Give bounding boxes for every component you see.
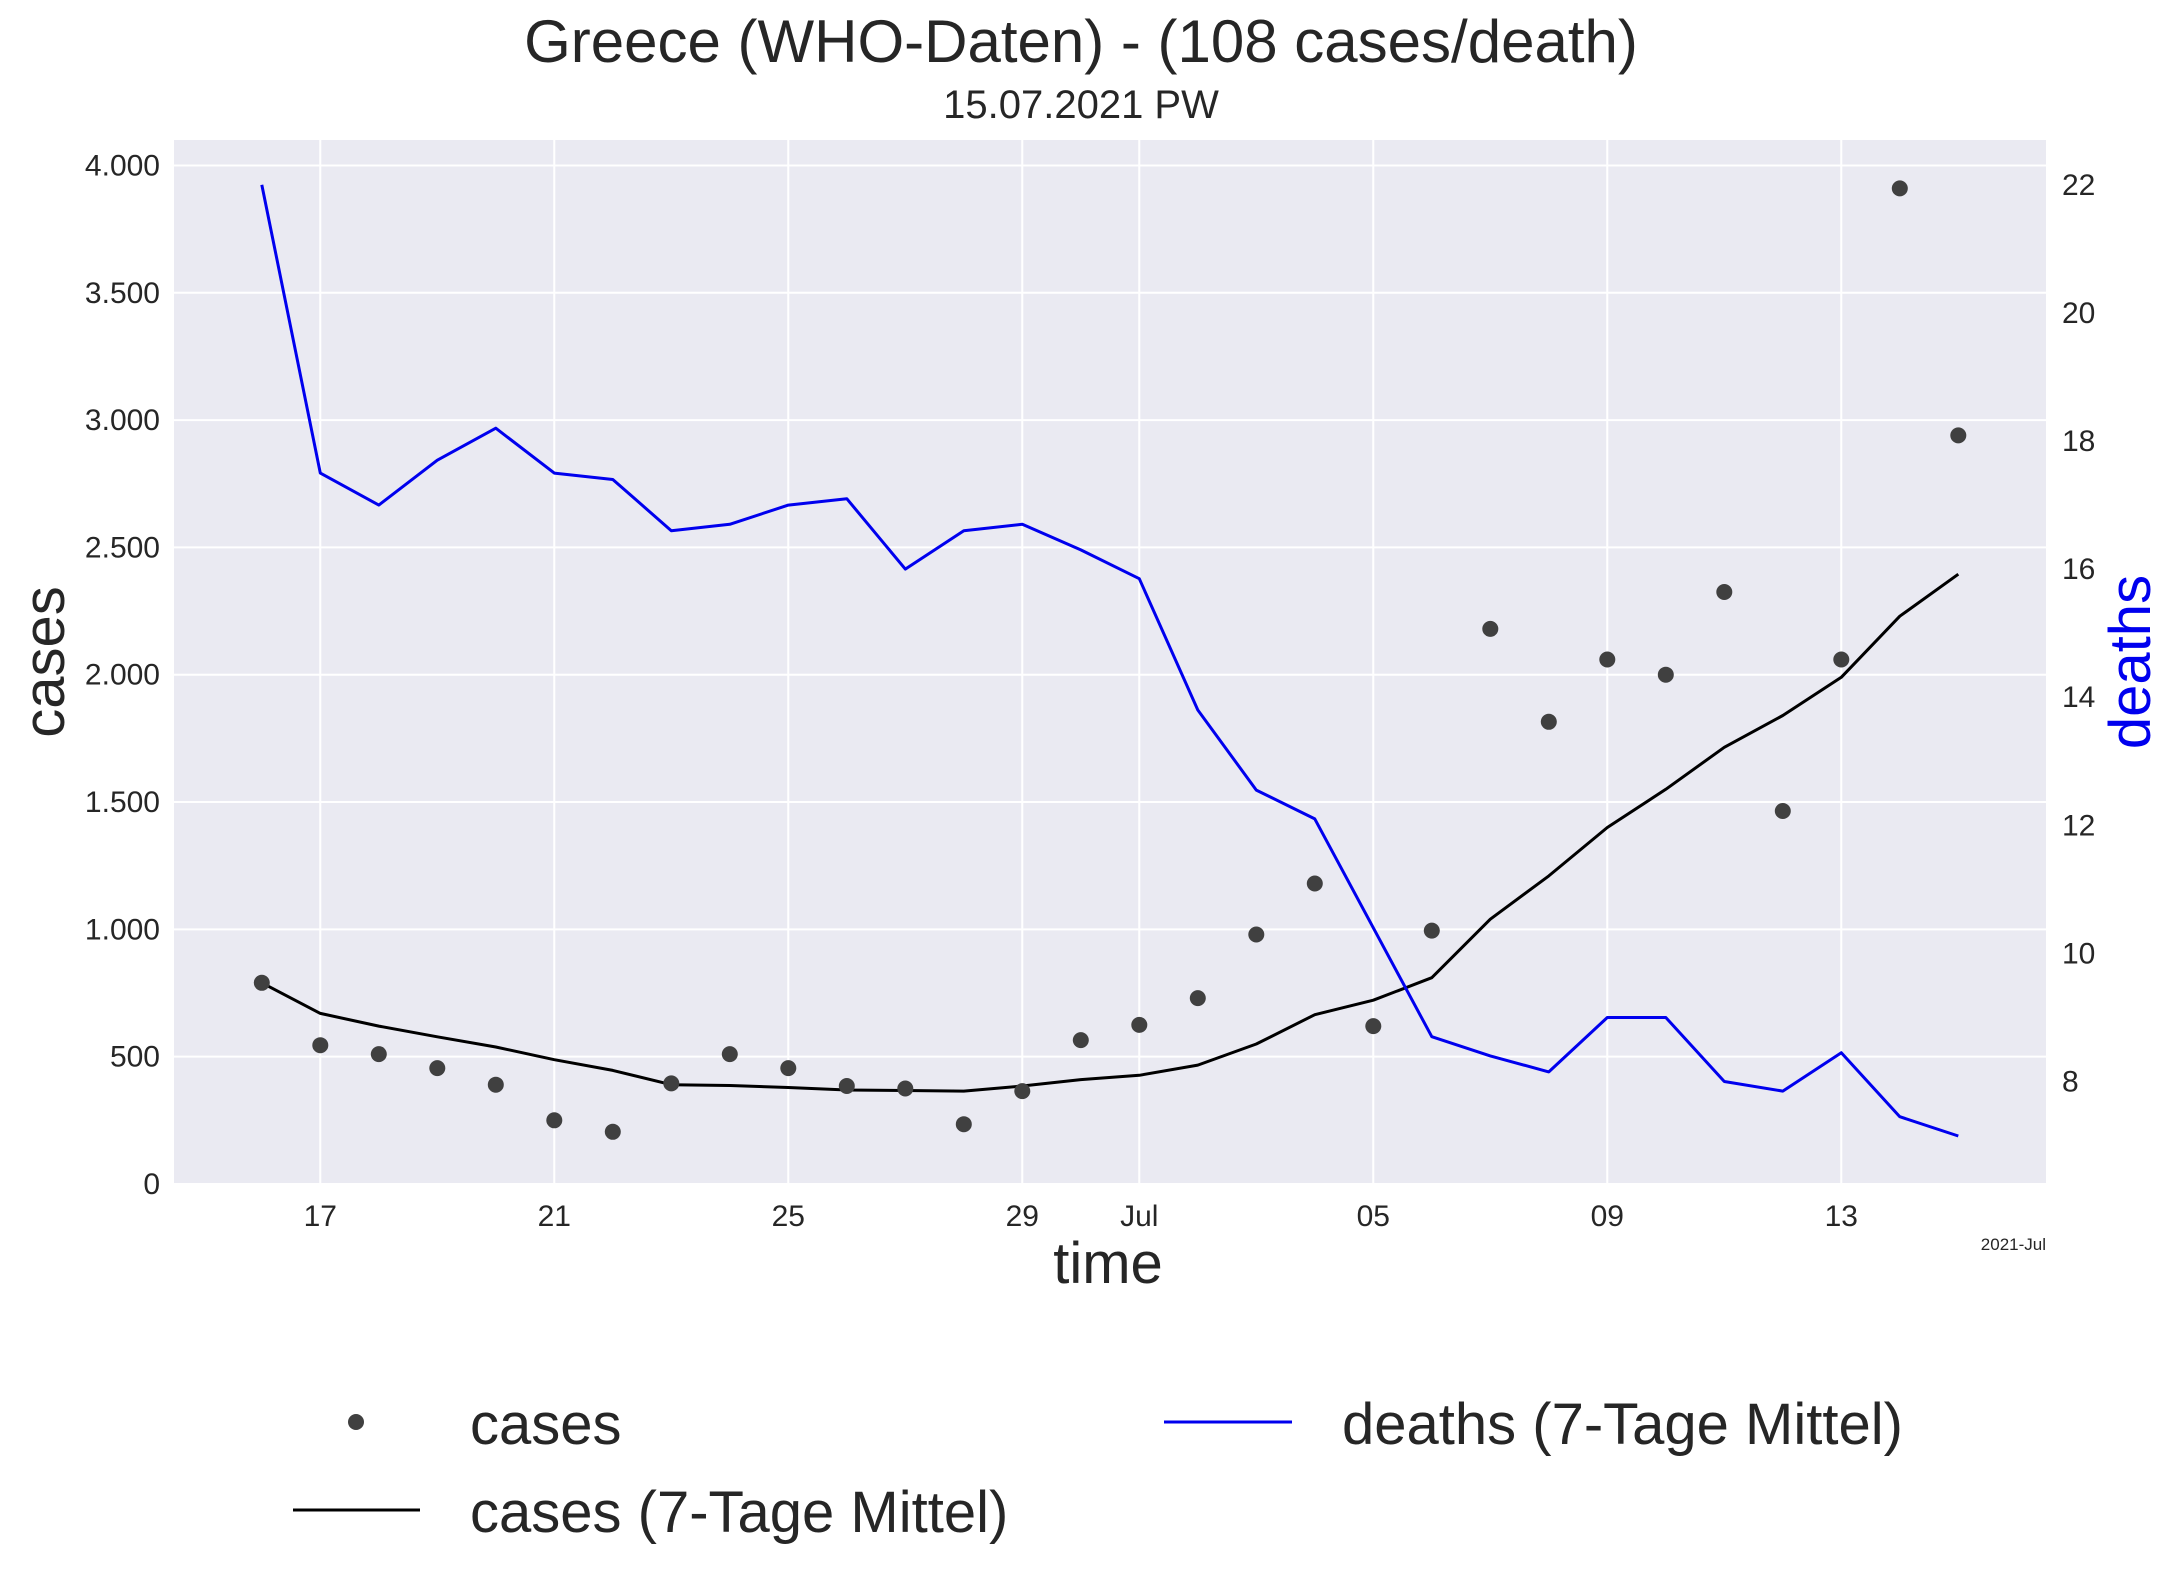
- plot-area: [174, 140, 2046, 1184]
- cases-point: [1306, 875, 1323, 892]
- cases-point: [604, 1123, 621, 1140]
- y-tick-label: 2.500: [85, 531, 160, 564]
- cases-point: [312, 1037, 329, 1054]
- tick-labels: 0 500 1.000 1.500 2.000 2.500 3.000 3.500 4.000 1…: [85, 149, 2095, 1233]
- x-axis-label: time: [1053, 1231, 1163, 1296]
- cases-point: [1014, 1083, 1031, 1100]
- legend-label-deaths-avg: deaths (7-Tage Mittel): [1342, 1392, 1903, 1457]
- deaths-7day-avg-line: [260, 184, 1959, 1138]
- legend-label-cases-avg: cases (7-Tage Mittel): [470, 1480, 1008, 1545]
- y-tick-label: 1.000: [85, 913, 160, 946]
- cases-point: [370, 1046, 387, 1063]
- y-axis-label: cases: [12, 586, 77, 738]
- y2-tick-label: 14: [2062, 681, 2095, 714]
- cases-point: [897, 1080, 914, 1097]
- y2-tick-label: 22: [2062, 169, 2095, 202]
- y-tick-label: 3.000: [85, 404, 160, 437]
- y2-tick-label: 12: [2062, 809, 2095, 842]
- chart-subtitle: 15.07.2021 PW: [943, 83, 1219, 127]
- chart-title: Greece (WHO-Daten) - (108 cases/death): [524, 8, 1638, 75]
- x-offset-label: 2021-Jul: [1981, 1235, 2046, 1254]
- x-tick-label: 21: [538, 1200, 571, 1233]
- cases-point: [663, 1075, 680, 1092]
- cases-point: [1423, 922, 1440, 939]
- y2-tick-label: 10: [2062, 937, 2095, 970]
- cases-point: [1482, 620, 1499, 637]
- x-tick-label: 13: [1825, 1200, 1858, 1233]
- cases-point: [1950, 427, 1967, 444]
- cases-point: [1365, 1018, 1382, 1035]
- y-tick-label: 3.500: [85, 277, 160, 310]
- cases-point: [1072, 1032, 1089, 1049]
- cases-point: [780, 1060, 797, 1077]
- x-tick-label: 25: [772, 1200, 805, 1233]
- y-tick-label: 0: [143, 1168, 160, 1201]
- x-tick-label: Jul: [1120, 1200, 1158, 1233]
- cases-point: [429, 1060, 446, 1077]
- cases-point: [721, 1046, 738, 1063]
- cases-point: [1131, 1016, 1148, 1033]
- cases-point: [1189, 990, 1206, 1007]
- legend-label-cases: cases: [470, 1392, 622, 1457]
- legend: cases cases (7-Tage Mittel) deaths (7-Ta…: [293, 1392, 1903, 1545]
- cases-point: [1833, 651, 1850, 668]
- y-tick-label: 4.000: [85, 149, 160, 182]
- cases-7day-avg-line: [261, 572, 1960, 1093]
- cases-point: [1540, 713, 1557, 730]
- cases-point: [1774, 803, 1791, 819]
- cases-point: [1599, 651, 1616, 668]
- y2-tick-label: 16: [2062, 553, 2095, 586]
- x-tick-label: 09: [1591, 1200, 1624, 1233]
- series-layer: [253, 180, 1967, 1140]
- y-tick-label: 500: [110, 1041, 160, 1074]
- cases-point: [253, 974, 270, 991]
- x-tick-label: 17: [304, 1200, 337, 1233]
- y2-tick-label: 18: [2062, 425, 2095, 458]
- cases-point: [1891, 180, 1908, 197]
- cases-point: [487, 1076, 504, 1093]
- x-tick-label: 05: [1357, 1200, 1390, 1233]
- grid: [174, 140, 2046, 1185]
- y2-axis-label: deaths: [2098, 575, 2162, 749]
- y-tick-label: 1.500: [85, 786, 160, 819]
- cases-point: [1716, 584, 1733, 600]
- cases-point: [1248, 926, 1265, 943]
- cases-point: [955, 1116, 972, 1133]
- y2-tick-label: 20: [2062, 297, 2095, 330]
- y-tick-label: 2.000: [85, 659, 160, 692]
- cases-point: [1657, 666, 1674, 683]
- y2-tick-label: 8: [2062, 1066, 2079, 1099]
- legend-marker-cases: [348, 1414, 364, 1430]
- x-tick-label: 29: [1006, 1200, 1039, 1233]
- cases-point: [546, 1112, 563, 1129]
- cases-point: [838, 1078, 855, 1094]
